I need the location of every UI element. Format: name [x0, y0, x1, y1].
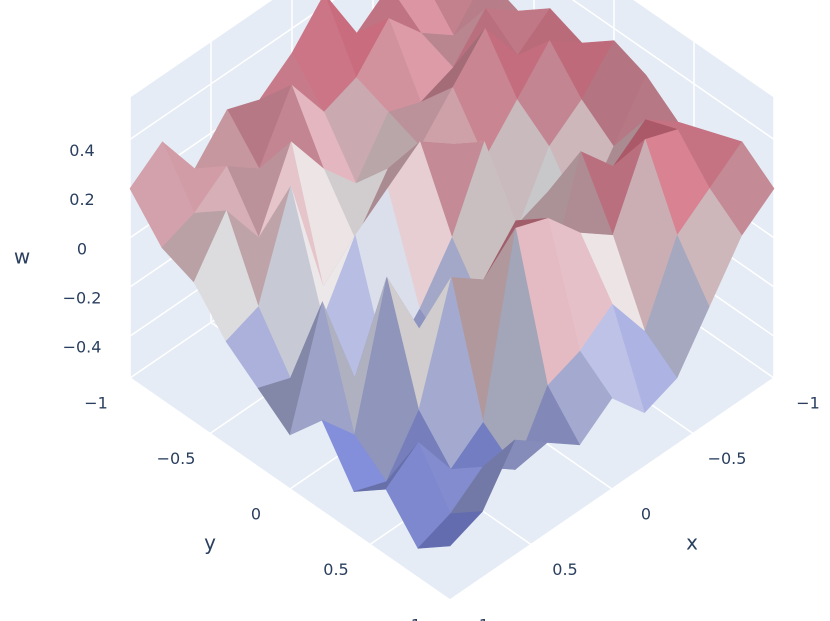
grid-line	[129, 0, 335, 140]
y-tick-label: 0.5	[323, 560, 348, 579]
grid-line	[449, 377, 775, 601]
x-tick-label: 1	[479, 616, 489, 621]
x-tick-label: 0	[641, 505, 651, 524]
y-tick-label: −0.5	[157, 449, 196, 468]
z-tick-label: −0.4	[63, 338, 102, 357]
y-tick-label: −1	[84, 394, 108, 413]
y-axis-title: y	[204, 531, 216, 555]
surface-cell	[417, 511, 483, 549]
z-tick-label: −0.2	[63, 288, 102, 307]
x-tick-label: 0.5	[552, 560, 577, 579]
grid-line	[571, 0, 775, 140]
z-tick-label: 0.4	[69, 141, 94, 160]
z-axis-title: w	[14, 244, 30, 268]
x-tick-label: −0.5	[708, 449, 747, 468]
surface	[129, 0, 775, 549]
axis-labels: −1 −0.5 0 0.5 1 −1 −0.5 0 0.5 1 −0.4 −0.2 0 0.2 0.4 x y w	[14, 141, 820, 621]
x-tick-label: −1	[796, 394, 820, 413]
z-tick-label: 0.2	[69, 190, 94, 209]
z-tick-label: 0	[77, 239, 87, 258]
y-tick-label: 0	[251, 505, 261, 524]
y-tick-label: 1	[411, 616, 421, 621]
x-axis-title: x	[686, 531, 698, 555]
